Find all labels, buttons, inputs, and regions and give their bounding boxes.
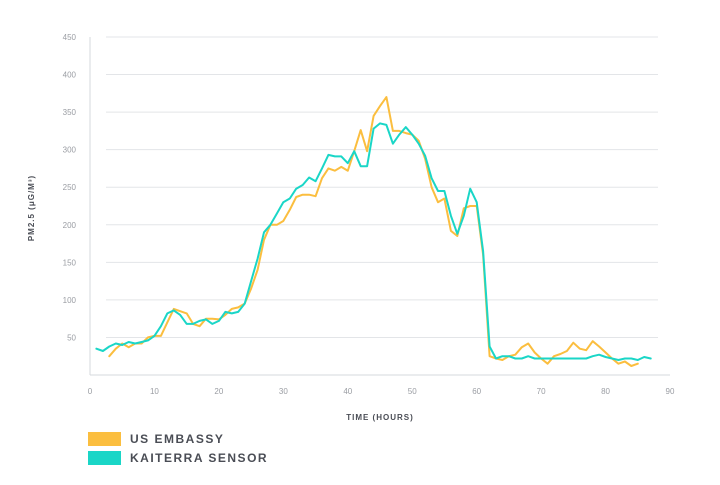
y-tick-label: 250	[63, 183, 77, 192]
x-axis-title: TIME (HOURS)	[346, 413, 414, 422]
x-tick-label: 80	[601, 387, 610, 396]
y-tick-label: 300	[63, 146, 77, 155]
x-tick-label: 50	[408, 387, 417, 396]
legend-item-us-embassy: US EMBASSY	[88, 430, 268, 448]
x-tick-label: 90	[666, 387, 675, 396]
x-tick-label: 70	[537, 387, 546, 396]
y-axis-title: PM2.5 (μG/M³)	[27, 175, 36, 241]
y-tick-label: 200	[63, 221, 77, 230]
y-tick-label: 450	[63, 33, 77, 42]
y-tick-label: 400	[63, 71, 77, 80]
legend-swatch-kaiterra-sensor	[88, 451, 121, 465]
y-tick-label: 350	[63, 108, 77, 117]
y-tick-label: 50	[67, 333, 76, 342]
legend: US EMBASSY KAITERRA SENSOR	[88, 430, 268, 468]
x-tick-label: 10	[150, 387, 159, 396]
legend-label-kaiterra-sensor: KAITERRA SENSOR	[130, 451, 269, 465]
x-tick-label: 30	[279, 387, 288, 396]
x-tick-labels: 0 10 20 30 40 50 60 70 80 90	[88, 387, 675, 396]
x-tick-label: 40	[343, 387, 352, 396]
series-line-us-embassy	[108, 96, 639, 367]
y-tick-labels: 50 100 150 200 250 300 350 400 450	[63, 33, 77, 342]
x-tick-label: 60	[472, 387, 481, 396]
gridlines	[106, 36, 658, 338]
legend-label-us-embassy: US EMBASSY	[130, 432, 225, 446]
series-line-kaiterra-sensor	[95, 122, 652, 361]
x-tick-label: 20	[214, 387, 223, 396]
series-lines	[95, 96, 652, 367]
legend-item-kaiterra-sensor: KAITERRA SENSOR	[88, 449, 268, 467]
y-tick-label: 150	[63, 258, 77, 267]
legend-swatch-us-embassy	[88, 432, 121, 446]
x-tick-label: 0	[88, 387, 93, 396]
y-tick-label: 100	[63, 296, 77, 305]
